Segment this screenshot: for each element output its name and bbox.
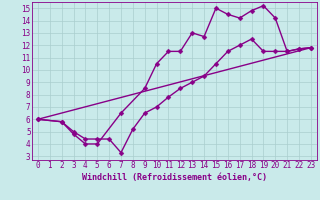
X-axis label: Windchill (Refroidissement éolien,°C): Windchill (Refroidissement éolien,°C)	[82, 173, 267, 182]
